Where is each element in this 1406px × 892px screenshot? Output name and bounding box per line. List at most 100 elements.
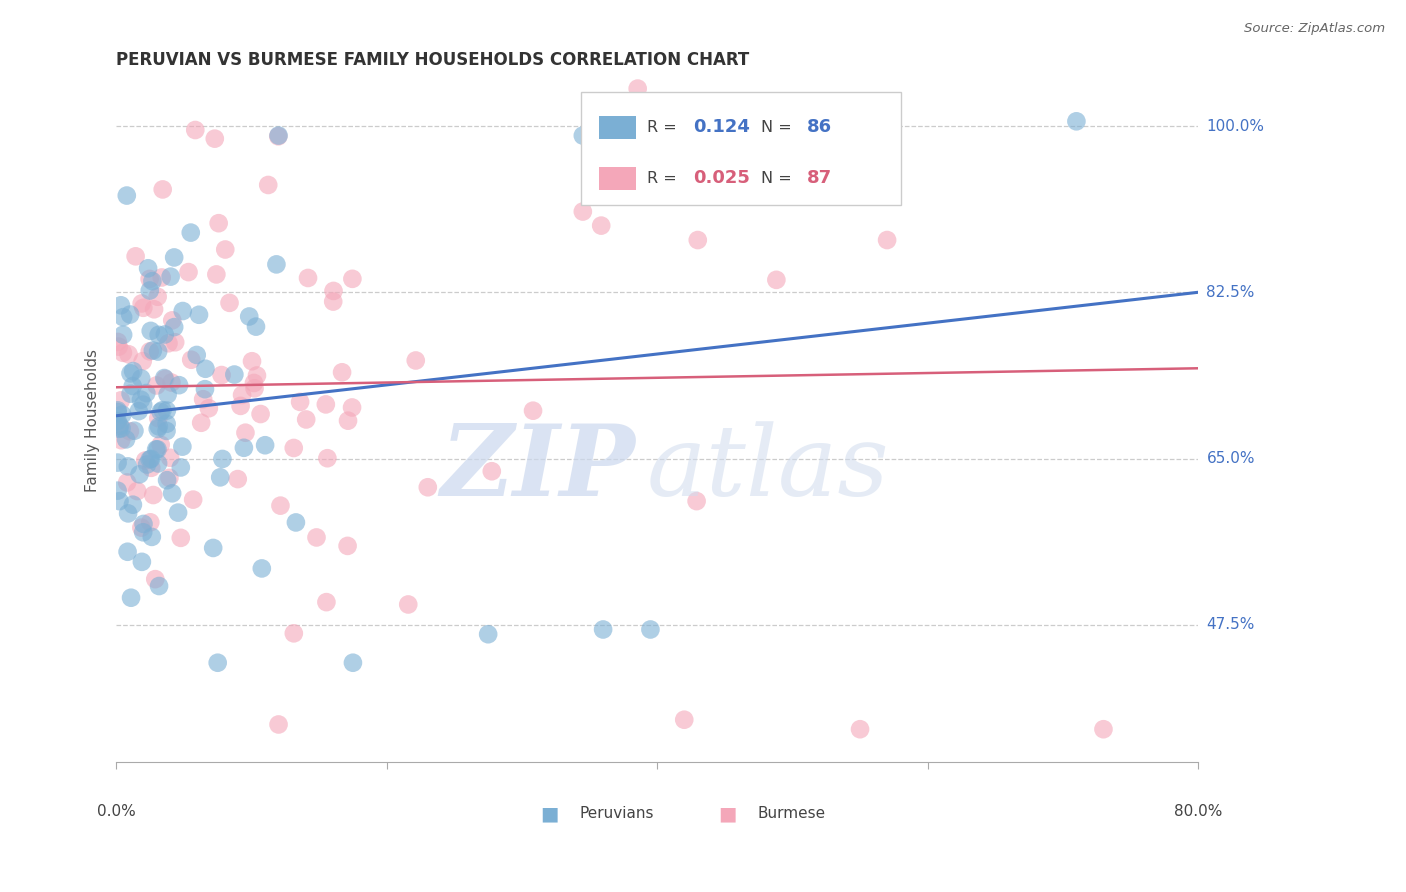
Point bbox=[149, 438, 172, 452]
Point bbox=[157, 471, 180, 485]
Point bbox=[765, 273, 787, 287]
Point bbox=[107, 456, 129, 470]
Point bbox=[120, 367, 142, 381]
Text: 0.124: 0.124 bbox=[693, 119, 749, 136]
Point bbox=[128, 404, 150, 418]
FancyBboxPatch shape bbox=[599, 167, 636, 190]
Point bbox=[146, 457, 169, 471]
Point bbox=[146, 442, 169, 457]
Point bbox=[115, 188, 138, 202]
Point bbox=[153, 372, 176, 386]
Point bbox=[224, 368, 246, 382]
Point bbox=[322, 294, 344, 309]
Point bbox=[188, 308, 211, 322]
Point bbox=[150, 270, 173, 285]
Point bbox=[172, 440, 194, 454]
Point bbox=[157, 336, 180, 351]
Point bbox=[214, 243, 236, 257]
Point bbox=[876, 233, 898, 247]
Point bbox=[243, 381, 266, 395]
Point bbox=[131, 555, 153, 569]
Point bbox=[232, 441, 254, 455]
Point bbox=[673, 713, 696, 727]
Point bbox=[110, 421, 132, 435]
Point bbox=[107, 334, 129, 349]
Point bbox=[283, 441, 305, 455]
Point bbox=[267, 129, 290, 144]
Point bbox=[160, 486, 183, 500]
Text: Burmese: Burmese bbox=[758, 806, 825, 822]
FancyBboxPatch shape bbox=[599, 116, 636, 139]
Point bbox=[522, 403, 544, 417]
Point bbox=[111, 346, 134, 360]
Point bbox=[231, 388, 253, 402]
Point bbox=[148, 327, 170, 342]
Point bbox=[129, 392, 152, 407]
Text: 82.5%: 82.5% bbox=[1206, 285, 1254, 300]
Point bbox=[141, 530, 163, 544]
Point bbox=[194, 361, 217, 376]
Text: 87: 87 bbox=[807, 169, 831, 187]
Point bbox=[142, 343, 165, 358]
Point bbox=[249, 407, 271, 421]
Point bbox=[129, 371, 152, 385]
Point bbox=[107, 417, 129, 431]
Point bbox=[115, 475, 138, 490]
Point bbox=[315, 397, 337, 411]
Point bbox=[416, 480, 439, 494]
Point bbox=[204, 131, 226, 145]
Point bbox=[246, 368, 269, 383]
Point bbox=[131, 520, 153, 534]
Point bbox=[267, 717, 290, 731]
Y-axis label: Family Households: Family Households bbox=[86, 349, 100, 492]
Point bbox=[477, 627, 499, 641]
Text: 0.025: 0.025 bbox=[693, 169, 749, 187]
Point bbox=[240, 354, 263, 368]
Point bbox=[153, 327, 176, 342]
Point bbox=[107, 340, 129, 354]
Point bbox=[288, 395, 311, 409]
Text: Source: ZipAtlas.com: Source: ZipAtlas.com bbox=[1244, 22, 1385, 36]
Point bbox=[120, 386, 142, 401]
Point bbox=[139, 324, 162, 338]
Point bbox=[148, 579, 170, 593]
Point bbox=[163, 320, 186, 334]
Point bbox=[572, 204, 595, 219]
Point bbox=[209, 470, 232, 484]
Point bbox=[180, 226, 202, 240]
Point bbox=[142, 488, 165, 502]
Point bbox=[111, 408, 134, 422]
Point bbox=[160, 376, 183, 390]
Point bbox=[115, 433, 138, 447]
Point bbox=[141, 460, 163, 475]
Point bbox=[136, 458, 159, 472]
Point bbox=[337, 414, 360, 428]
Point bbox=[124, 249, 146, 263]
Point bbox=[145, 378, 167, 392]
Point bbox=[110, 298, 132, 312]
Point bbox=[122, 498, 145, 512]
Point bbox=[229, 399, 252, 413]
Text: ■: ■ bbox=[718, 805, 737, 823]
Point bbox=[108, 494, 131, 508]
Point bbox=[269, 499, 291, 513]
Point bbox=[202, 541, 225, 555]
Text: 86: 86 bbox=[807, 119, 831, 136]
Point bbox=[226, 472, 249, 486]
FancyBboxPatch shape bbox=[582, 92, 901, 205]
Point bbox=[342, 272, 364, 286]
Point bbox=[177, 265, 200, 279]
Point bbox=[110, 433, 132, 447]
Point bbox=[316, 451, 339, 466]
Point bbox=[117, 347, 139, 361]
Point bbox=[167, 506, 190, 520]
Point bbox=[396, 598, 419, 612]
Point bbox=[162, 313, 184, 327]
Point bbox=[208, 216, 231, 230]
Point bbox=[120, 308, 142, 322]
Point bbox=[124, 424, 146, 438]
Point bbox=[284, 516, 307, 530]
Point bbox=[139, 516, 162, 530]
Point bbox=[132, 398, 155, 412]
Point bbox=[191, 392, 214, 407]
